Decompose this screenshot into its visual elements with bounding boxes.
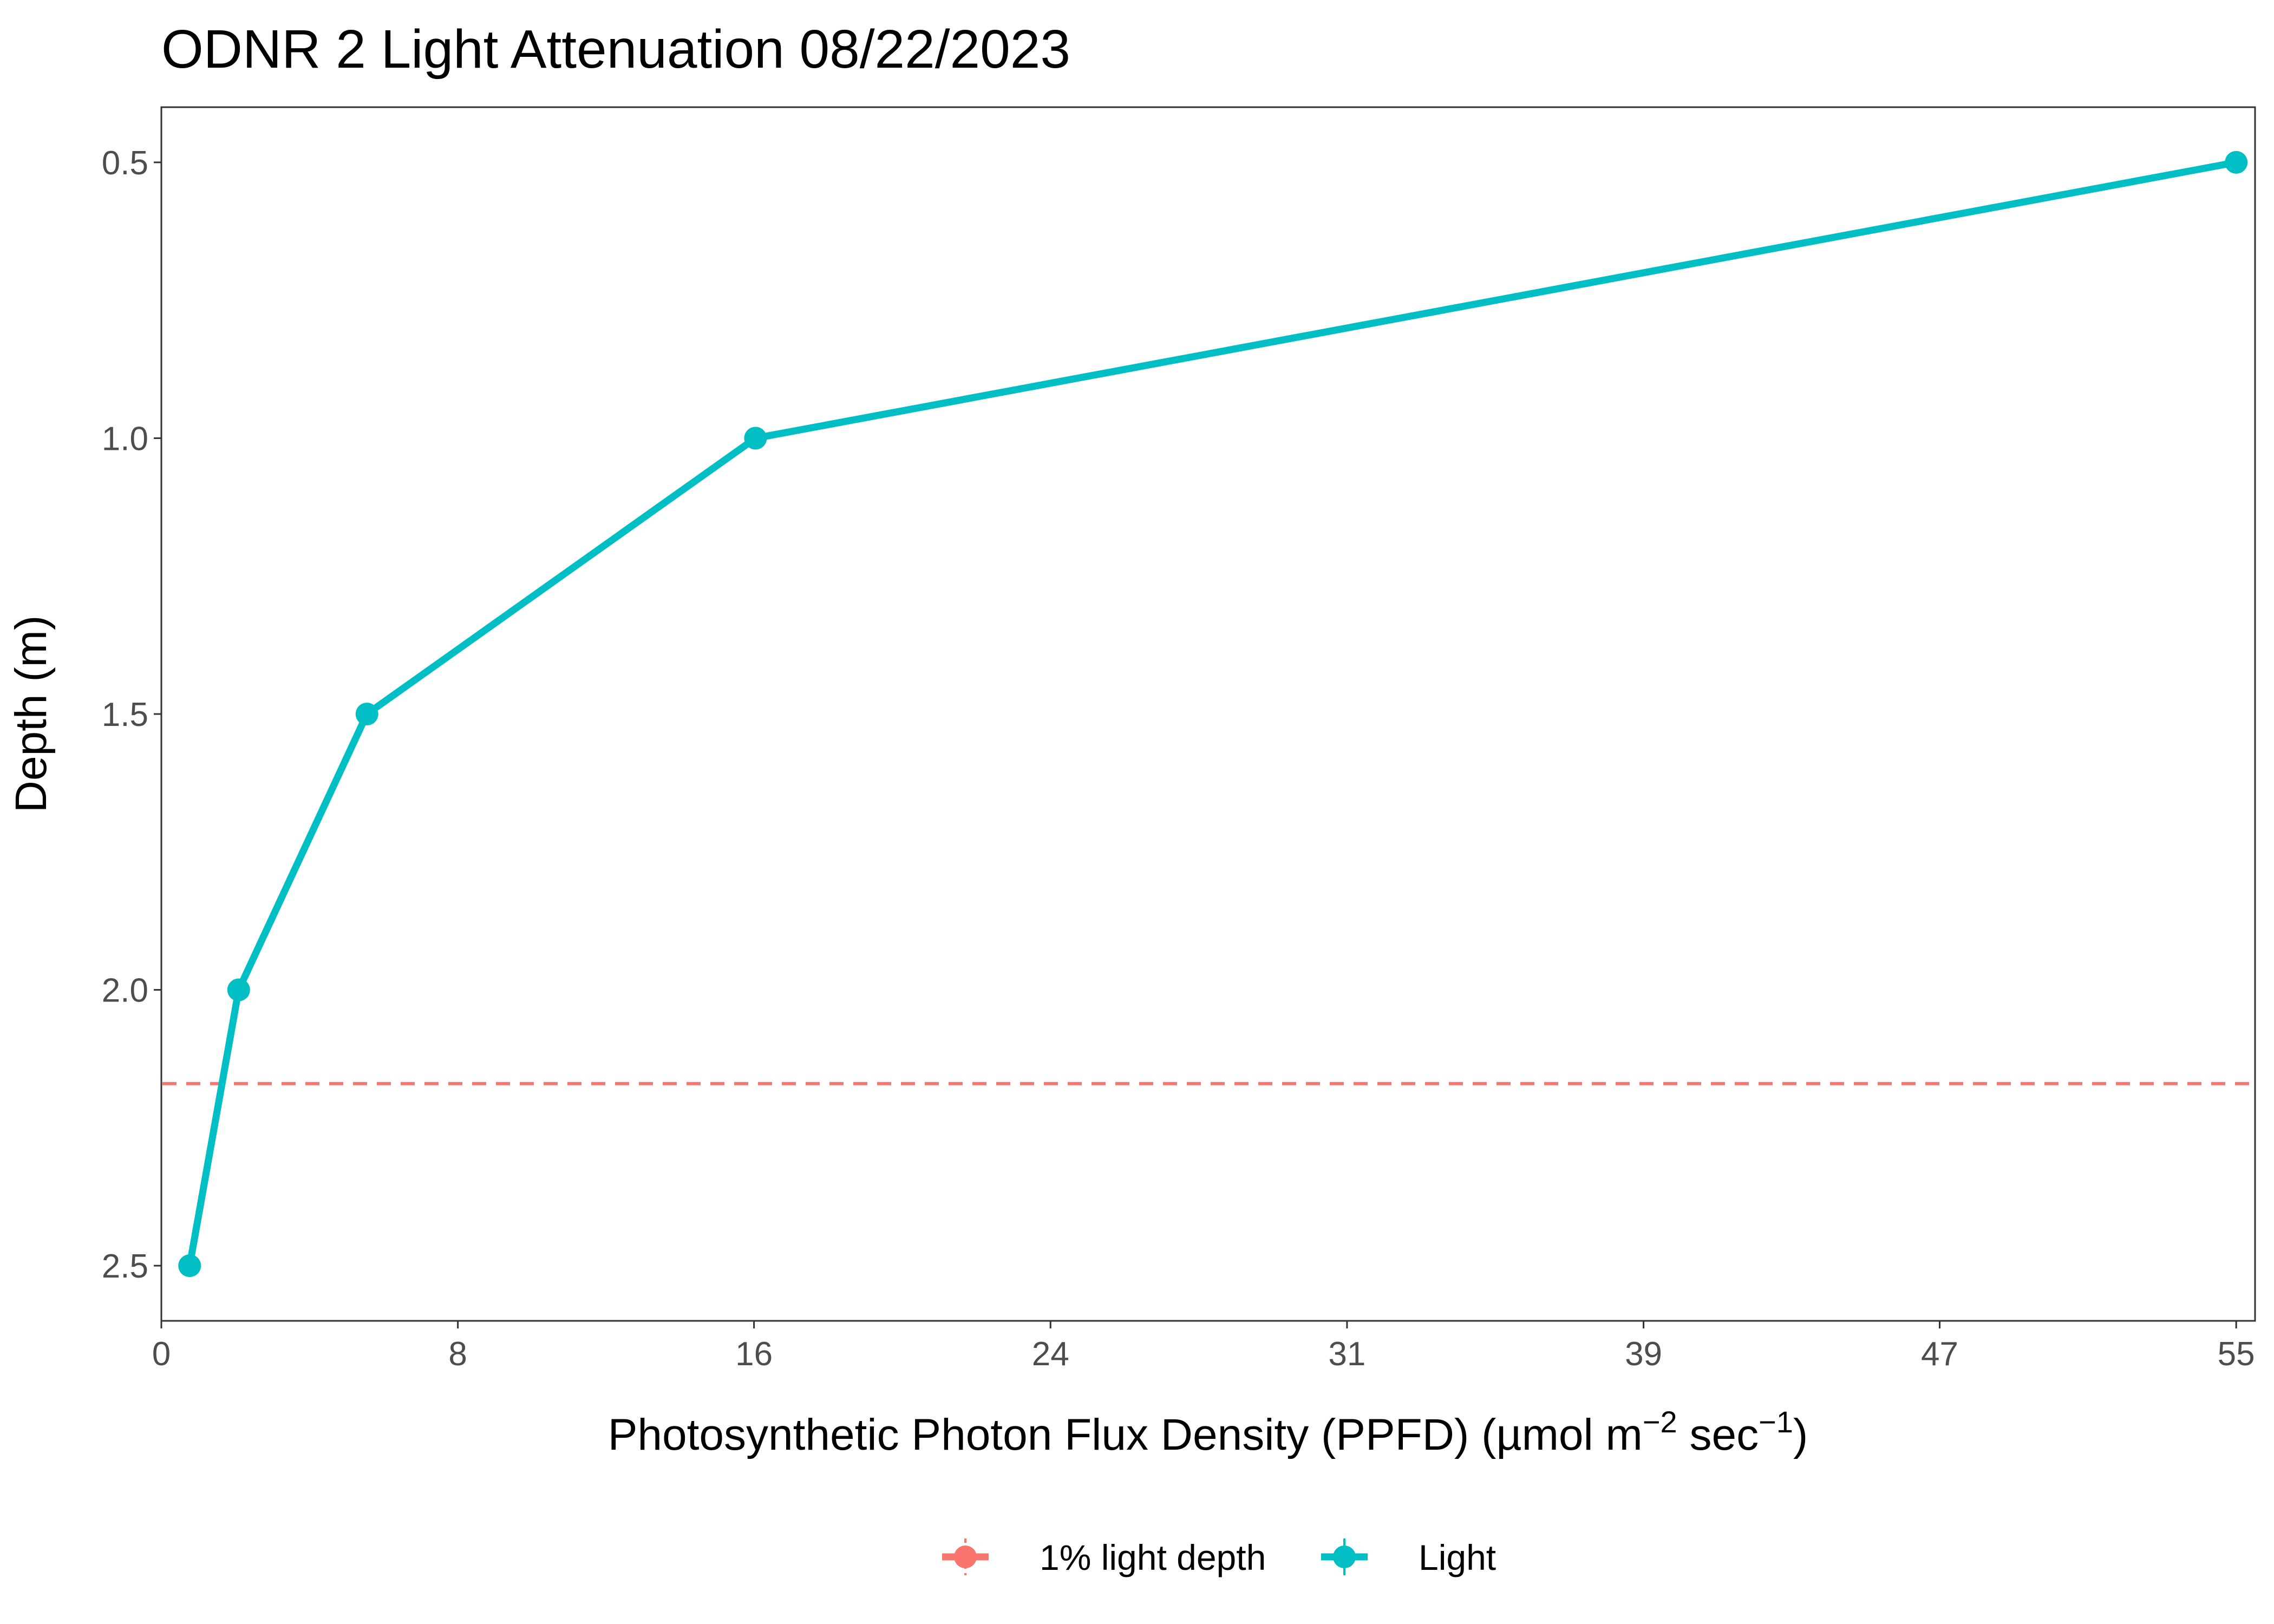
x-axis-title: Photosynthetic Photon Flux Density (PPFD… xyxy=(608,1405,1808,1459)
x-axis-title-middle: sec xyxy=(1677,1410,1759,1459)
light-data-point xyxy=(227,978,250,1001)
y-tick-label: 1.5 xyxy=(102,696,148,734)
chart-title: ODNR 2 Light Attenuation 08/22/2023 xyxy=(161,19,1070,80)
legend-item: Light xyxy=(1321,1537,1496,1577)
x-axis-title-superscript-1: −2 xyxy=(1643,1405,1677,1439)
y-axis-title: Depth (m) xyxy=(6,615,56,813)
legend-label-light: Light xyxy=(1419,1537,1496,1577)
x-tick-label: 55 xyxy=(2218,1335,2255,1373)
y-axis: 0.5 1.0 1.5 2.0 2.5 xyxy=(102,145,161,1285)
series-points xyxy=(178,150,2248,1278)
light-data-point xyxy=(2225,150,2248,174)
x-tick-label: 47 xyxy=(1921,1335,1958,1373)
legend-key-point-light xyxy=(1333,1546,1356,1568)
legend-key-point-1-light-depth xyxy=(954,1546,977,1568)
light-data-point xyxy=(178,1254,201,1278)
x-axis-title-superscript-2: −1 xyxy=(1759,1405,1793,1439)
light-data-point xyxy=(355,703,378,725)
legend-label-1-light-depth: 1% light depth xyxy=(1040,1537,1266,1577)
legend-item: 1% light depth xyxy=(942,1537,1266,1577)
x-tick-label: 8 xyxy=(448,1335,467,1373)
x-tick-label: 16 xyxy=(735,1335,773,1373)
x-tick-label: 39 xyxy=(1625,1335,1662,1373)
y-tick-label: 2.0 xyxy=(102,972,148,1010)
y-tick-label: 1.0 xyxy=(102,420,148,457)
light-data-point xyxy=(744,427,767,450)
x-tick-label: 0 xyxy=(152,1335,171,1373)
legend: 1% light depth Light xyxy=(942,1537,1496,1577)
y-tick-label: 0.5 xyxy=(102,145,148,182)
plot-panel xyxy=(160,106,2256,1322)
x-tick-label: 31 xyxy=(1328,1335,1365,1373)
x-axis: 0 8 16 24 31 39 47 55 xyxy=(152,1321,2255,1373)
x-axis-title-prefix: Photosynthetic Photon Flux Density (PPFD… xyxy=(608,1410,1643,1459)
x-tick-label: 24 xyxy=(1032,1335,1069,1373)
x-axis-title-suffix: ) xyxy=(1793,1410,1808,1459)
y-tick-label: 2.5 xyxy=(102,1248,148,1285)
